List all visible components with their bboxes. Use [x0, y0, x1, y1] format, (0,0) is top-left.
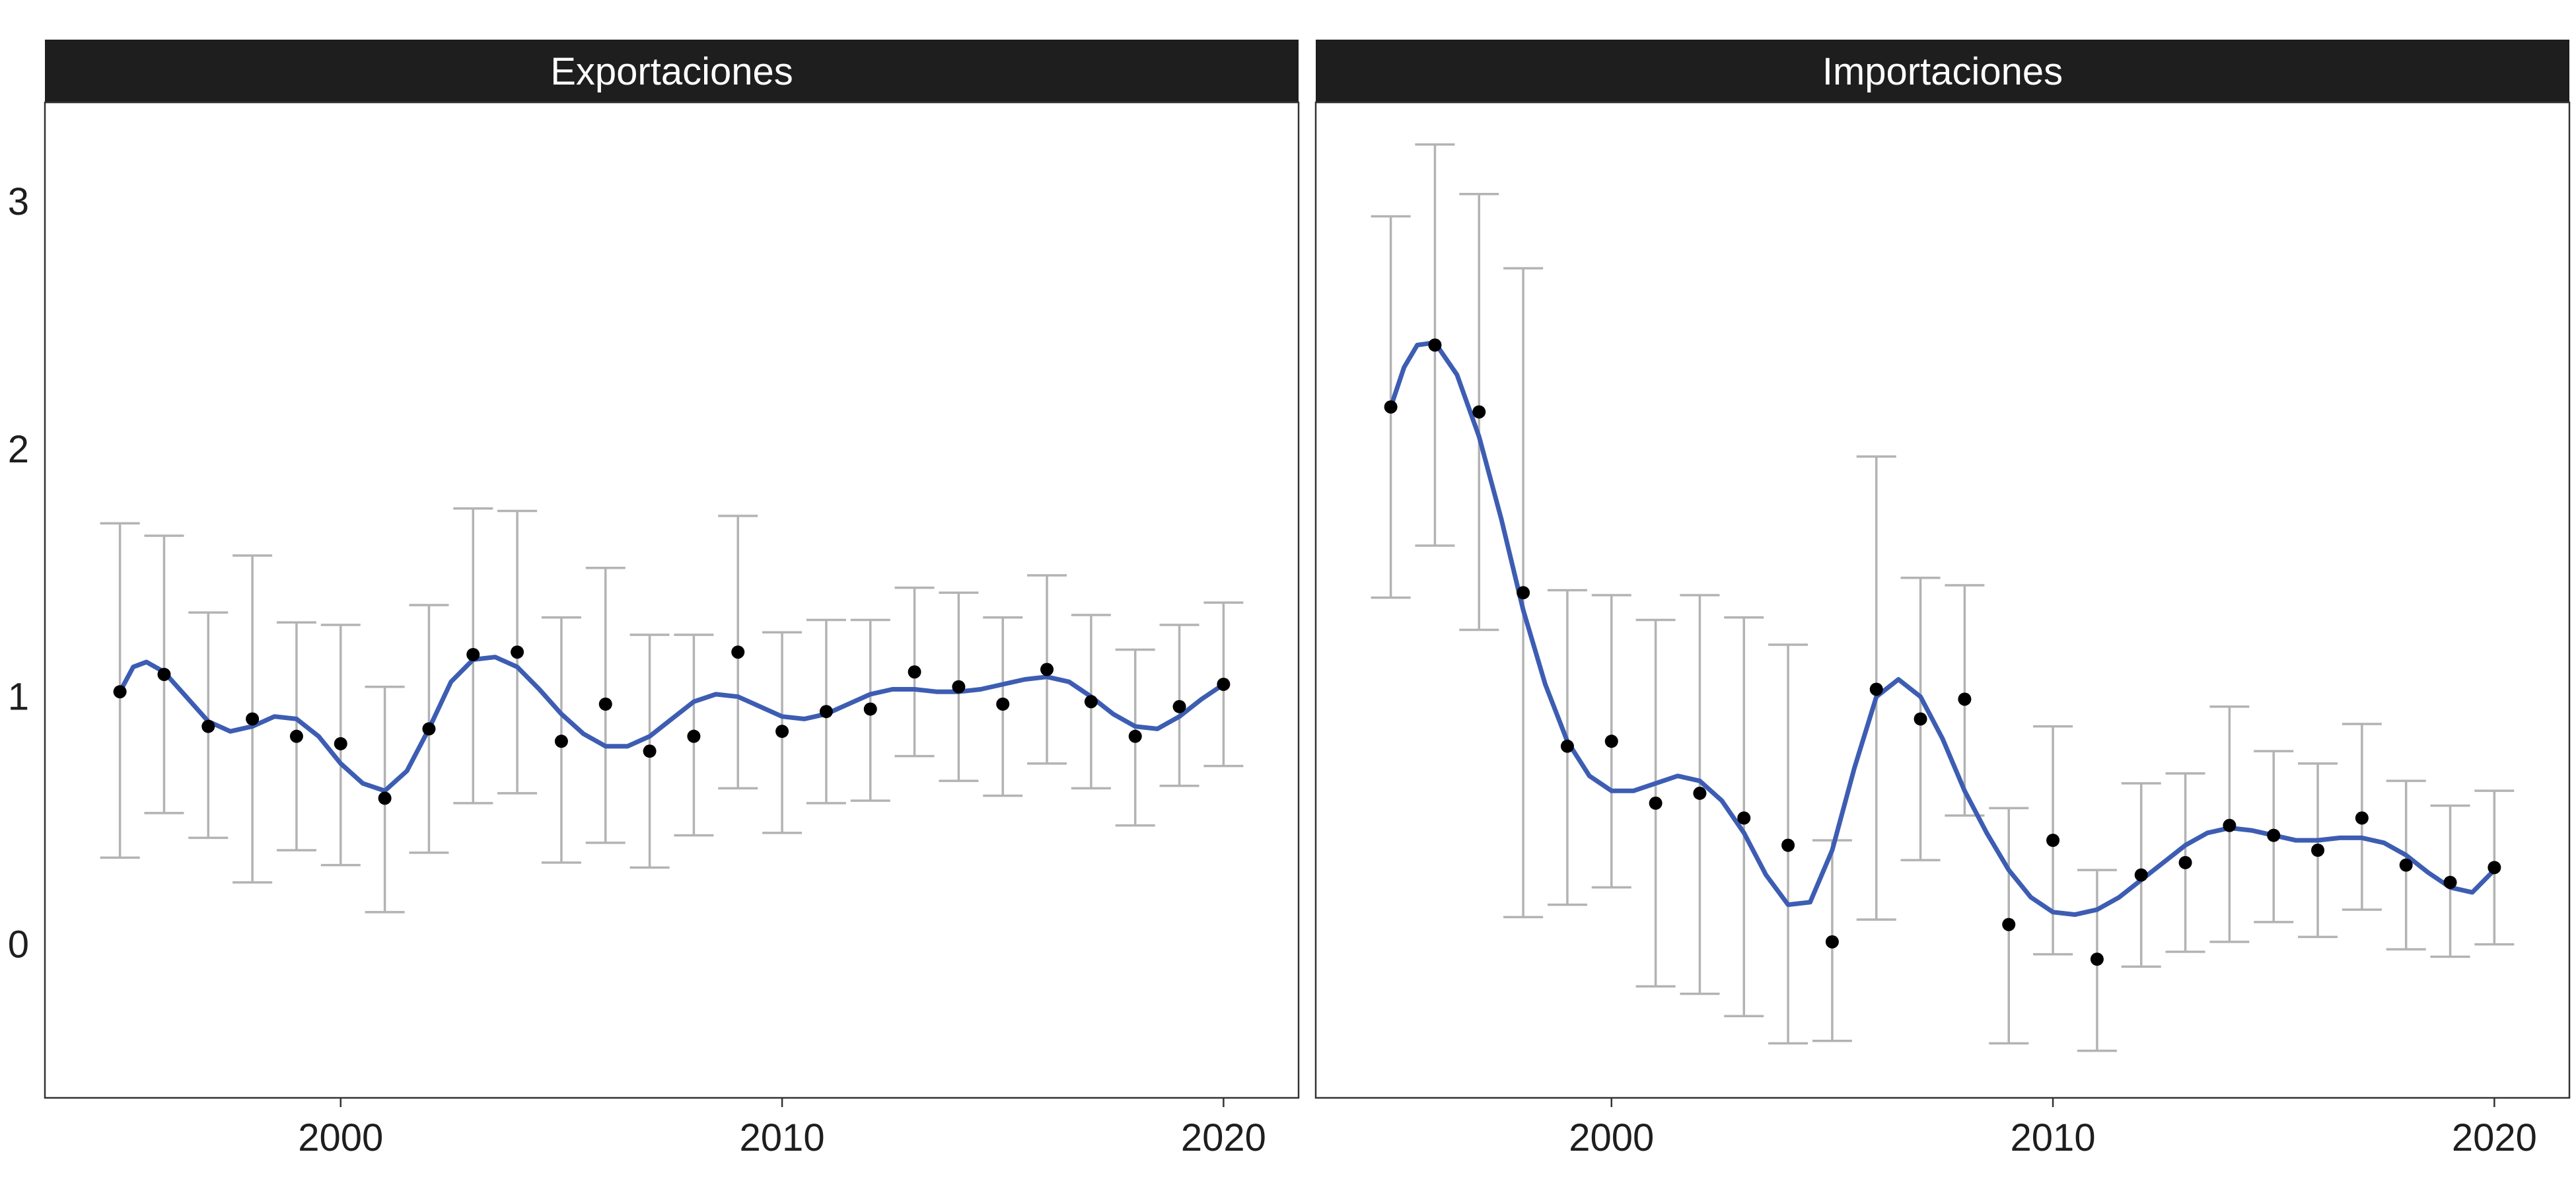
- data-point: [908, 665, 921, 679]
- marks-exportaciones: [100, 507, 1244, 914]
- data-point: [1869, 682, 1883, 696]
- data-point: [1737, 811, 1751, 825]
- x-tick-label: 2010: [740, 1116, 825, 1159]
- x-axis-exportaciones: 2000 2010 2020: [298, 1098, 1266, 1159]
- data-point: [1217, 677, 1231, 691]
- data-point: [2223, 818, 2236, 832]
- data-point: [2002, 918, 2016, 931]
- data-point: [731, 645, 745, 659]
- x-tick-label: 2020: [2452, 1116, 2537, 1159]
- data-point: [2046, 834, 2060, 847]
- strip-background-exportaciones: [45, 40, 1299, 102]
- data-point: [466, 647, 480, 661]
- data-point: [1781, 838, 1795, 852]
- data-point: [819, 705, 833, 719]
- data-point: [775, 725, 789, 739]
- data-point: [1693, 786, 1707, 800]
- data-point: [246, 712, 260, 726]
- data-point: [1172, 700, 1186, 713]
- x-tick-label: 2000: [298, 1116, 383, 1159]
- panel-importaciones: Importaciones 2000 2010 2020: [1314, 40, 2571, 1159]
- data-point: [1084, 695, 1098, 709]
- data-point: [334, 737, 347, 750]
- data-point: [2487, 861, 2501, 875]
- x-axis-importaciones: 2000 2010 2020: [1569, 1098, 2537, 1159]
- data-point: [996, 697, 1010, 711]
- data-point: [2399, 858, 2413, 872]
- data-point: [1128, 729, 1142, 743]
- data-point: [2355, 811, 2369, 825]
- x-tick-label: 2010: [2011, 1116, 2096, 1159]
- data-point: [1958, 692, 1972, 706]
- panel-exportaciones: Exportaciones 2000 2010 2020: [44, 40, 1300, 1159]
- data-point: [1825, 935, 1839, 949]
- data-point: [643, 744, 657, 758]
- data-point: [1649, 796, 1663, 810]
- data-point: [1384, 400, 1398, 414]
- data-point: [113, 685, 127, 699]
- data-point: [598, 697, 612, 711]
- y-tick-label: 3: [8, 180, 29, 223]
- data-point: [201, 719, 215, 733]
- data-point: [157, 667, 171, 681]
- data-point: [1560, 739, 1574, 753]
- data-point: [1472, 405, 1486, 419]
- data-point: [422, 722, 436, 736]
- y-tick-label: 1: [8, 676, 29, 719]
- data-point: [2178, 855, 2192, 869]
- panel-border-exportaciones: [44, 101, 1300, 1099]
- smooth-line: [1388, 340, 2497, 918]
- data-point: [1914, 712, 1927, 726]
- data-point: [378, 791, 392, 805]
- data-point: [1040, 663, 1054, 676]
- panel-title-exportaciones: Exportaciones: [550, 50, 793, 93]
- data-point: [1517, 586, 1530, 600]
- strip-background-importaciones: [1316, 40, 2569, 102]
- data-point: [863, 702, 877, 716]
- data-point: [687, 729, 701, 743]
- panel-border-importaciones: [1314, 101, 2571, 1099]
- x-tick-label: 2000: [1569, 1116, 1654, 1159]
- smooth-line: [118, 655, 1226, 793]
- data-point: [952, 680, 966, 694]
- data-point: [1604, 735, 1618, 748]
- data-point: [289, 729, 303, 743]
- data-point: [1428, 338, 1442, 352]
- data-point: [2090, 953, 2104, 966]
- data-point: [554, 735, 568, 748]
- panel-title-importaciones: Importaciones: [1822, 50, 2063, 93]
- x-tick-label: 2020: [1181, 1116, 1266, 1159]
- data-point: [2134, 868, 2148, 882]
- y-axis: 0 1 2 3: [8, 180, 29, 966]
- marks-importaciones: [1371, 143, 2515, 1052]
- y-tick-label: 2: [8, 428, 29, 471]
- data-point: [2267, 828, 2281, 842]
- data-point: [2311, 844, 2325, 857]
- y-tick-label: 0: [8, 923, 29, 966]
- data-point: [511, 645, 524, 659]
- data-point: [2443, 875, 2457, 889]
